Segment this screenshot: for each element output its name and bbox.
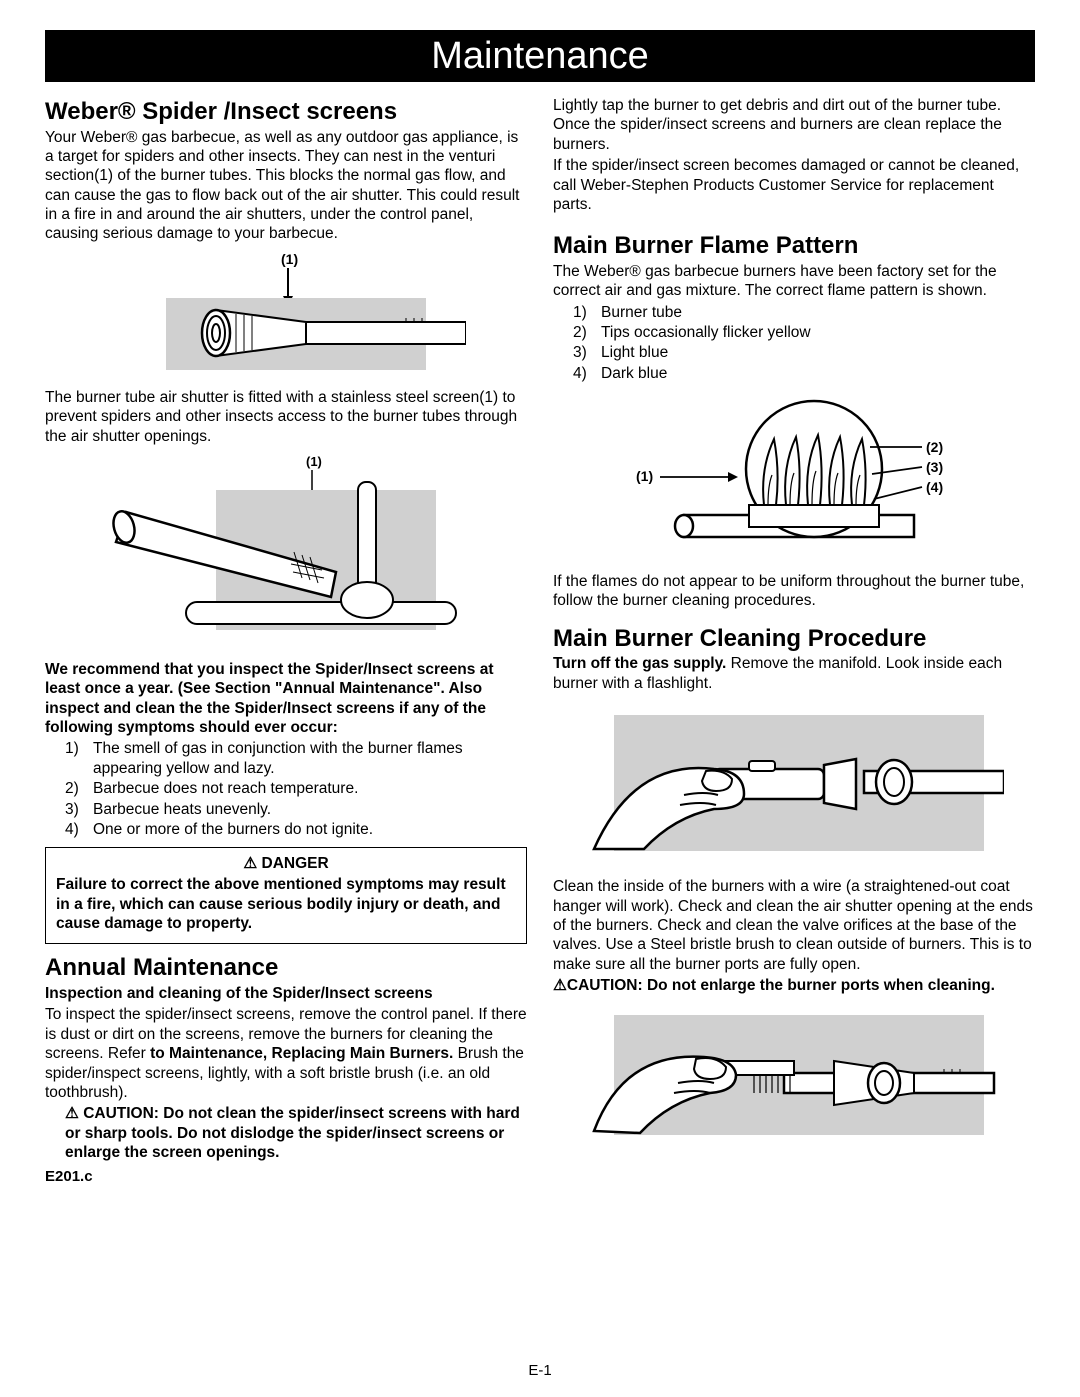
- symptom-3: 3)Barbecue heats unevenly.: [65, 800, 527, 819]
- flame-1: 1)Burner tube: [573, 303, 1035, 322]
- symptom-list: 1)The smell of gas in conjunction with t…: [45, 739, 527, 839]
- title-bar: Maintenance: [45, 30, 1035, 82]
- symptom-1: 1)The smell of gas in conjunction with t…: [65, 739, 527, 778]
- danger-heading: ⚠ DANGER: [56, 854, 516, 873]
- flame-label-4: (4): [926, 479, 943, 495]
- caution-ports: ⚠CAUTION: Do not enlarge the burner port…: [553, 976, 1035, 995]
- right-column: Lightly tap the burner to get debris and…: [553, 96, 1035, 1189]
- para-tap-burner: Lightly tap the burner to get debris and…: [553, 96, 1035, 154]
- para-flame-intro: The Weber® gas barbecue burners have bee…: [553, 262, 1035, 301]
- symptom-1-text: The smell of gas in conjunction with the…: [93, 740, 463, 776]
- heading-flame-pattern: Main Burner Flame Pattern: [553, 232, 1035, 260]
- symptom-2-text: Barbecue does not reach temperature.: [93, 780, 358, 797]
- flame-2: 2)Tips occasionally flicker yellow: [573, 323, 1035, 342]
- flame-3: 3)Light blue: [573, 343, 1035, 362]
- flame-4: 4)Dark blue: [573, 364, 1035, 383]
- para-turn-off: Turn off the gas supply. Remove the mani…: [553, 654, 1035, 693]
- flame-label-2: (2): [926, 439, 943, 455]
- para-screen-desc: The burner tube air shutter is fitted wi…: [45, 388, 527, 446]
- annual-body: To inspect the spider/insect screens, re…: [45, 1005, 527, 1102]
- symptom-2: 2)Barbecue does not reach temperature.: [65, 779, 527, 798]
- figure-flame-pattern: (1) (2) (3) (4): [553, 389, 1035, 564]
- page-number: E-1: [0, 1362, 1080, 1379]
- flame-3-text: Light blue: [601, 344, 668, 361]
- figure-air-shutter: (1): [45, 452, 527, 652]
- fig1-label: (1): [281, 251, 298, 267]
- left-column: Weber® Spider /Insect screens Your Weber…: [45, 96, 527, 1189]
- symptom-4-text: One or more of the burners do not ignite…: [93, 821, 373, 838]
- flame-2-text: Tips occasionally flicker yellow: [601, 324, 811, 341]
- figure-brush-clean: [553, 1001, 1035, 1151]
- heading-spider-screens: Weber® Spider /Insect screens: [45, 98, 527, 126]
- symptom-4: 4)One or more of the burners do not igni…: [65, 820, 527, 839]
- danger-body: Failure to correct the above mentioned s…: [56, 875, 516, 933]
- flame-list: 1)Burner tube 2)Tips occasionally flicke…: [553, 303, 1035, 384]
- para-flame-uniform: If the flames do not appear to be unifor…: [553, 572, 1035, 611]
- caution-screens: ⚠ CAUTION: Do not clean the spider/insec…: [45, 1104, 527, 1162]
- fig2-label: (1): [306, 454, 322, 469]
- para-recommend: We recommend that you inspect the Spider…: [45, 660, 527, 738]
- symptom-3-text: Barbecue heats unevenly.: [93, 801, 271, 818]
- heading-annual-maintenance: Annual Maintenance: [45, 954, 527, 982]
- flame-label-1: (1): [636, 468, 653, 484]
- turn-off-bold: Turn off the gas supply.: [553, 655, 726, 672]
- flame-1-text: Burner tube: [601, 304, 682, 321]
- doc-code: E201.c: [45, 1168, 527, 1187]
- flame-4-text: Dark blue: [601, 365, 667, 382]
- para-spider-intro: Your Weber® gas barbecue, as well as any…: [45, 128, 527, 244]
- two-column-layout: Weber® Spider /Insect screens Your Weber…: [45, 96, 1035, 1189]
- para-replacement: If the spider/insect screen becomes dama…: [553, 156, 1035, 214]
- danger-box: ⚠ DANGER Failure to correct the above me…: [45, 847, 527, 944]
- annual-body-b: to Maintenance, Replacing Main Burners.: [150, 1045, 453, 1062]
- para-clean-inside: Clean the inside of the burners with a w…: [553, 877, 1035, 974]
- figure-venturi: (1): [45, 250, 527, 380]
- figure-flashlight: [553, 699, 1035, 869]
- annual-subhead: Inspection and cleaning of the Spider/In…: [45, 984, 527, 1003]
- flame-label-3: (3): [926, 459, 943, 475]
- heading-cleaning-procedure: Main Burner Cleaning Procedure: [553, 625, 1035, 653]
